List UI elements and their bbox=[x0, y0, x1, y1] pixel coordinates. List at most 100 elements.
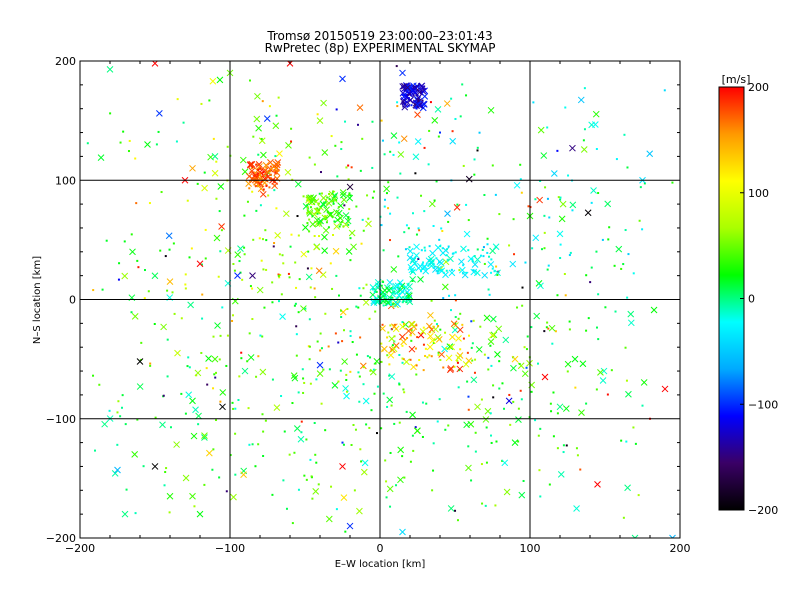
data-point-dot bbox=[476, 248, 479, 251]
data-point-dot bbox=[433, 265, 436, 268]
data-point-dot bbox=[180, 392, 183, 395]
data-point-dot bbox=[297, 311, 300, 314]
data-point-dot bbox=[204, 257, 207, 260]
data-point-dot bbox=[380, 291, 383, 294]
data-point-dot bbox=[324, 218, 327, 221]
data-point-dot bbox=[474, 450, 477, 453]
data-point-dot bbox=[476, 146, 479, 149]
data-point-dot bbox=[521, 304, 524, 307]
data-point-dot bbox=[402, 290, 405, 293]
data-point-cross bbox=[446, 343, 454, 350]
data-point-dot bbox=[347, 164, 350, 167]
data-point-dot bbox=[391, 296, 394, 299]
data-point-dot bbox=[562, 451, 565, 454]
data-point-dot bbox=[322, 368, 325, 371]
data-point-dot bbox=[260, 259, 263, 262]
data-point-cross bbox=[410, 87, 418, 94]
data-point-cross bbox=[489, 331, 496, 339]
data-point-dot bbox=[411, 212, 414, 215]
data-point-dot bbox=[481, 502, 484, 505]
data-point-dot bbox=[552, 391, 555, 394]
data-point-dot bbox=[627, 253, 630, 256]
data-point-dot bbox=[387, 331, 390, 334]
data-point-dot bbox=[259, 204, 262, 207]
data-point-dot bbox=[370, 409, 373, 412]
data-point-dot bbox=[269, 170, 272, 173]
data-point-dot bbox=[607, 238, 610, 241]
data-point-cross bbox=[474, 256, 481, 263]
data-point-cross bbox=[136, 358, 144, 365]
data-point-dot bbox=[255, 375, 258, 378]
data-point-dot bbox=[259, 334, 262, 337]
data-point-dot bbox=[203, 171, 206, 174]
data-point-dot bbox=[454, 294, 457, 297]
data-point-dot bbox=[405, 224, 408, 227]
data-point-dot bbox=[324, 429, 327, 432]
data-point-dot bbox=[339, 223, 342, 226]
data-point-dot bbox=[278, 253, 281, 256]
data-point-dot bbox=[309, 458, 312, 461]
data-point-cross bbox=[201, 432, 208, 439]
data-point-dot bbox=[118, 262, 121, 265]
data-point-dot bbox=[403, 476, 406, 479]
data-point-cross bbox=[106, 65, 114, 73]
data-point-dot bbox=[458, 269, 461, 272]
data-point-dot bbox=[601, 238, 604, 241]
data-point-dot bbox=[467, 219, 470, 222]
plot-frame bbox=[79, 60, 681, 539]
data-point-cross bbox=[604, 200, 612, 208]
data-point-dot bbox=[341, 340, 344, 343]
data-point-dot bbox=[390, 348, 393, 351]
data-point-dot bbox=[534, 198, 537, 201]
data-point-dot bbox=[271, 378, 274, 381]
data-point-cross bbox=[483, 314, 491, 322]
data-point-cross bbox=[370, 297, 378, 305]
data-point-dot bbox=[585, 402, 588, 405]
data-point-dot bbox=[389, 451, 392, 454]
data-point-dot bbox=[415, 324, 418, 327]
data-point-dot bbox=[411, 434, 414, 437]
data-point-dot bbox=[568, 254, 571, 257]
data-point-dot bbox=[396, 105, 399, 108]
data-point-dot bbox=[438, 398, 441, 401]
data-point-cross bbox=[388, 335, 396, 343]
data-point-dot bbox=[231, 319, 234, 322]
data-point-cross bbox=[309, 196, 317, 203]
data-point-dot bbox=[383, 153, 386, 156]
data-point-dot bbox=[549, 402, 552, 405]
data-point-cross bbox=[406, 97, 414, 104]
data-point-cross bbox=[431, 117, 439, 124]
data-point-dot bbox=[136, 418, 139, 421]
data-point-cross bbox=[241, 367, 249, 375]
data-point-dot bbox=[525, 348, 528, 351]
data-point-dot bbox=[496, 273, 499, 276]
data-point-dot bbox=[427, 163, 430, 166]
data-point-cross bbox=[435, 336, 443, 343]
data-point-cross bbox=[397, 476, 404, 484]
data-point-dot bbox=[212, 387, 215, 390]
data-point-dot bbox=[410, 339, 413, 342]
data-point-dot bbox=[414, 263, 417, 266]
data-point-cross bbox=[211, 355, 219, 363]
data-point-cross bbox=[401, 103, 409, 111]
data-point-dot bbox=[382, 304, 385, 307]
data-point-dot bbox=[435, 180, 438, 183]
data-point-dot bbox=[454, 316, 457, 319]
data-point-dot bbox=[318, 192, 321, 195]
data-point-dot bbox=[516, 306, 519, 309]
data-point-cross bbox=[447, 255, 454, 263]
data-point-dot bbox=[597, 293, 600, 296]
data-point-cross bbox=[255, 124, 262, 132]
data-point-cross bbox=[513, 181, 521, 189]
data-point-cross bbox=[285, 142, 292, 149]
data-point-dot bbox=[476, 149, 479, 152]
data-point-dot bbox=[409, 358, 412, 361]
data-point-dot bbox=[437, 270, 440, 273]
data-point-dot bbox=[319, 349, 322, 352]
colorbar-tick-label: 100 bbox=[748, 187, 769, 200]
data-point-dot bbox=[320, 347, 323, 350]
data-point-dot bbox=[503, 407, 506, 410]
data-point-dot bbox=[467, 395, 470, 398]
data-point-dot bbox=[384, 459, 387, 462]
data-point-dot bbox=[462, 264, 465, 267]
